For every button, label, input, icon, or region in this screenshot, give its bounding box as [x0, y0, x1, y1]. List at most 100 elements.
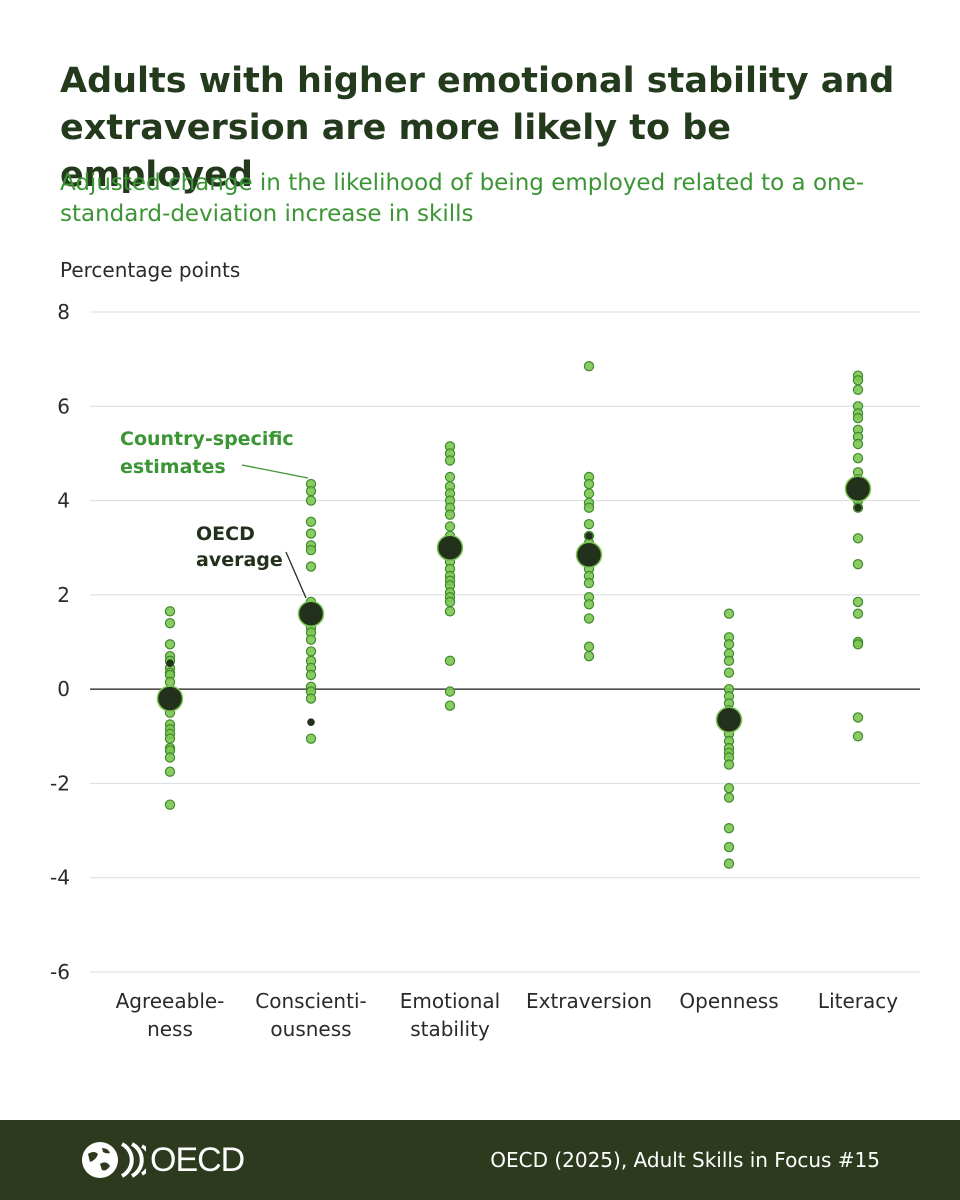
country-estimate-dot — [852, 452, 864, 464]
country-estimate-dot — [583, 613, 595, 624]
country-estimate-dot — [305, 495, 317, 506]
oecd-average-dot — [297, 600, 325, 627]
x-tick-label: stability — [410, 1017, 490, 1041]
highlighted-country-dot — [854, 503, 862, 512]
country-estimate-dot — [305, 733, 317, 744]
y-axis-label: Percentage points — [60, 258, 241, 282]
country-estimates-annotation: Country-specific — [120, 428, 294, 450]
country-estimate-dot — [164, 752, 176, 763]
y-tick-label: 6 — [57, 394, 70, 418]
country-estimate-dot — [444, 655, 456, 667]
country-estimate-dot — [852, 596, 864, 608]
country-estimate-dot — [164, 766, 176, 777]
country-estimate-dot — [164, 639, 176, 650]
country-estimate-dot — [305, 669, 317, 681]
country-estimate-dot — [305, 646, 317, 657]
country-estimate-dot — [583, 488, 595, 499]
oecd-average-annotation: average — [196, 549, 283, 571]
country-estimate-dot — [444, 471, 456, 483]
country-estimate-dot — [852, 438, 864, 450]
dot-plot-chart: 8 6 4 2 0 -2 -4 -6 Agreeable-ness Conscienti-ousn… — [50, 300, 920, 1041]
country-estimate-dot — [164, 733, 176, 744]
source-citation: OECD (2025), Adult Skills in Focus #15 — [490, 1148, 880, 1172]
country-estimate-dot — [852, 731, 864, 742]
country-estimate-dot — [723, 608, 735, 619]
oecd-logo[interactable]: OECD — [80, 1140, 245, 1180]
country-estimate-dot — [444, 596, 456, 608]
country-estimate-dot — [164, 799, 176, 810]
country-estimate-dot — [723, 858, 735, 869]
country-estimate-dot — [723, 841, 735, 853]
country-estimate-dot — [583, 478, 595, 490]
country-estimate-dot — [723, 759, 735, 770]
x-tick-label: Emotional — [400, 989, 500, 1013]
country-estimate-dot — [583, 518, 595, 530]
country-estimate-dot — [305, 528, 317, 539]
country-estimate-dot — [164, 606, 176, 617]
country-estimate-dot — [852, 639, 864, 650]
country-estimate-dot — [723, 667, 735, 678]
y-tick-label: -2 — [50, 771, 70, 795]
country-estimate-dot — [583, 361, 595, 372]
x-tick-label: Openness — [679, 989, 778, 1013]
chart-title: Adults with higher emotional stability a… — [60, 61, 895, 195]
y-tick-label: 0 — [57, 677, 70, 701]
country-estimates-annotation: estimates — [120, 456, 226, 478]
country-estimate-dot — [723, 782, 735, 794]
country-estimate-dot — [164, 617, 176, 629]
country-estimate-dot — [305, 693, 317, 704]
country-estimate-dot — [583, 650, 595, 662]
oecd-average-dot — [575, 541, 603, 569]
highlighted-country-dot — [166, 659, 174, 668]
x-tick-label: Extraversion — [526, 989, 652, 1013]
y-tick-label: -4 — [50, 866, 70, 890]
country-estimate-dot — [305, 634, 317, 645]
oecd-annotation-leader — [285, 551, 307, 599]
x-tick-label: Conscienti- — [255, 989, 366, 1013]
x-tick-label: Literacy — [818, 989, 898, 1013]
x-tick-label: ness — [147, 1017, 193, 1041]
country-estimate-dot — [852, 412, 864, 424]
chart-subtitle: Adjusted change in the likelihood of bei… — [60, 170, 865, 227]
x-tick-label: Agreeable- — [116, 989, 225, 1013]
country-estimate-dot — [164, 676, 176, 688]
country-estimate-dot — [723, 823, 735, 834]
country-estimate-dot — [444, 686, 456, 697]
oecd-average-dot — [844, 475, 872, 503]
country-estimate-dot — [444, 606, 456, 617]
highlighted-country-dot — [585, 532, 593, 540]
country-estimate-dot — [852, 384, 864, 395]
oecd-average-dot — [156, 685, 184, 712]
country-estimate-dot — [444, 509, 456, 520]
country-estimate-dot — [852, 559, 864, 570]
country-annotation-leader — [241, 464, 309, 479]
x-tick-label: ousness — [270, 1017, 351, 1041]
y-tick-label: 4 — [57, 489, 70, 513]
country-estimate-dot — [723, 792, 735, 803]
footer-bar: OECD OECD (2025), Adult Skills in Focus … — [0, 1120, 960, 1200]
oecd-average-dot — [436, 534, 464, 561]
country-estimate-dot — [444, 455, 456, 466]
oecd-logo-text: OECD — [150, 1140, 245, 1179]
country-estimate-dot — [852, 608, 864, 619]
country-estimate-dot — [583, 599, 595, 610]
country-estimate-dot — [583, 502, 595, 513]
country-estimate-dot — [444, 521, 456, 532]
country-estimate-dot — [305, 485, 317, 497]
oecd-average-dot — [715, 706, 743, 734]
y-tick-label: 2 — [57, 583, 70, 607]
y-tick-label: 8 — [57, 300, 70, 324]
country-estimate-dot — [723, 639, 735, 650]
oecd-average-annotation: OECD — [196, 523, 255, 545]
country-estimate-dot — [444, 700, 456, 711]
y-tick-label: -6 — [50, 960, 70, 984]
country-estimate-dot — [852, 375, 864, 386]
country-estimate-dot — [305, 561, 317, 572]
country-estimate-dot — [723, 655, 735, 667]
country-estimate-dot — [305, 516, 317, 527]
country-estimate-dot — [583, 641, 595, 652]
highlighted-country-dot — [307, 718, 315, 726]
country-estimate-dot — [852, 712, 864, 723]
country-estimate-dot — [583, 577, 595, 589]
globe-icon — [82, 1142, 146, 1178]
